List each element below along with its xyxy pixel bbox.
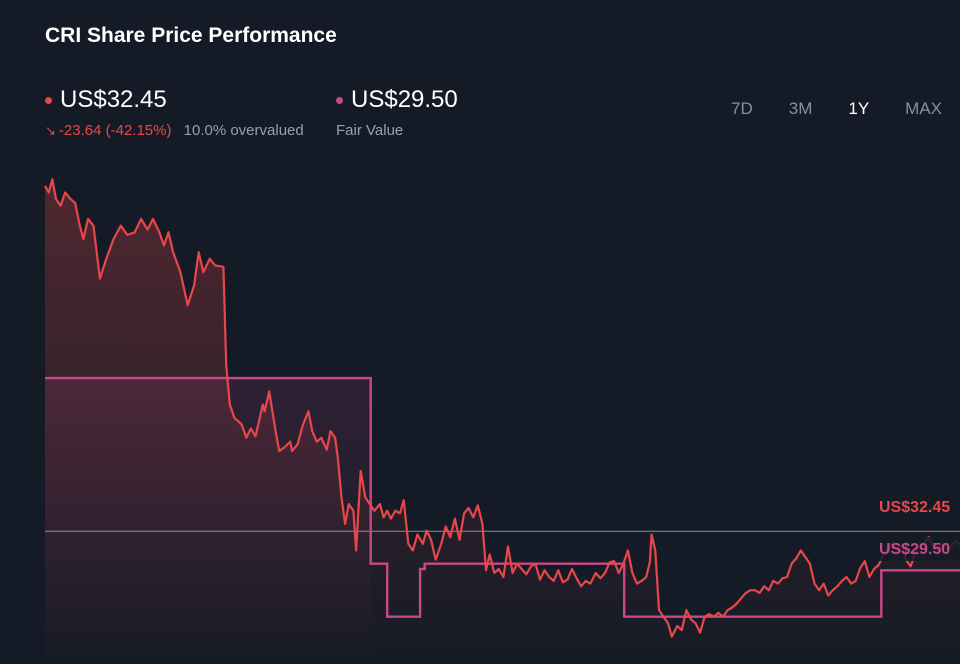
fair-value-end-label: US$29.50 <box>879 541 950 558</box>
price-end-label-bg <box>874 494 960 518</box>
fair-value: US$29.50 <box>351 86 458 113</box>
price-end-label: US$32.45 <box>879 499 950 516</box>
range-selector: 7D 3M 1Y MAX <box>695 99 942 119</box>
down-arrow-icon: ↘ <box>45 123 56 138</box>
fair-value-end-label-bg <box>874 537 960 561</box>
range-1y[interactable]: 1Y <box>848 99 870 118</box>
range-7d[interactable]: 7D <box>731 99 753 118</box>
fair-value-line <box>45 376 960 618</box>
valuation-status: 10.0% overvalued <box>183 122 304 139</box>
price-change: -23.64 (-42.15%) <box>58 122 172 139</box>
price-legend: US$32.45 ↘ -23.64 (-42.15%) 10.0% overval… <box>45 86 304 139</box>
page-title: CRI Share Price Performance <box>45 24 337 47</box>
range-max[interactable]: MAX <box>905 99 942 118</box>
price-line <box>44 178 960 638</box>
price-dot-icon <box>45 96 52 104</box>
fair-value-label: Fair Value <box>336 122 404 139</box>
current-price: US$32.45 <box>60 86 167 113</box>
fair-value-legend: US$29.50 Fair Value <box>336 86 458 139</box>
price-area <box>45 179 960 664</box>
fair-value-dot-icon <box>336 96 343 104</box>
range-3m[interactable]: 3M <box>788 99 813 118</box>
